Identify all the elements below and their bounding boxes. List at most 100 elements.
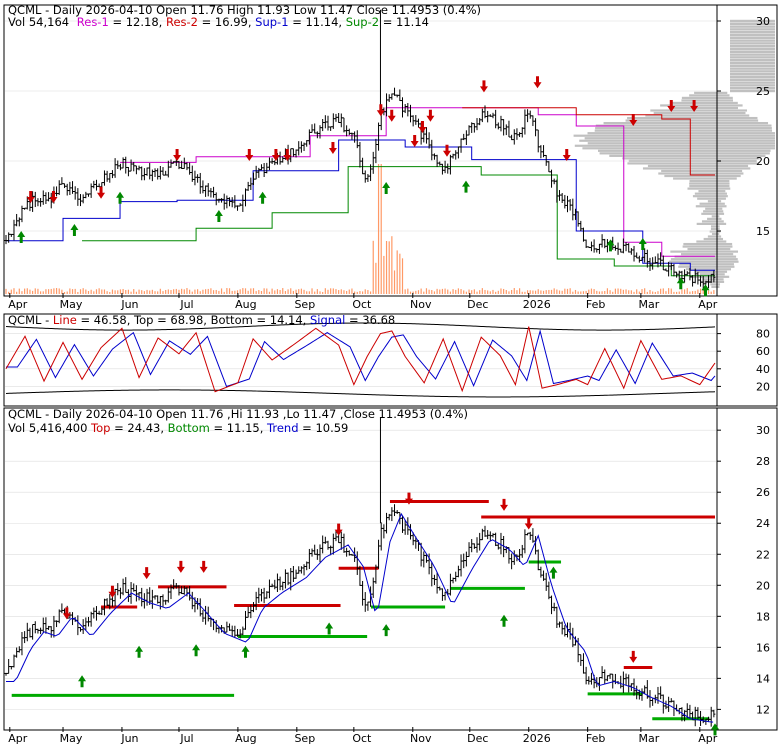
- profile-bar: [687, 187, 717, 190]
- profile-bar: [574, 144, 717, 147]
- profile-bar: [587, 132, 717, 135]
- profile-bar: [730, 25, 775, 28]
- x-tick-label: Oct: [352, 732, 372, 745]
- profile-bar: [730, 59, 775, 62]
- profile-bar: [597, 149, 717, 152]
- profile-bar: [730, 22, 775, 25]
- profile-bar: [645, 114, 717, 117]
- profile-bar: [627, 162, 717, 165]
- profile-bar: [717, 152, 770, 155]
- y-tick-label: 12: [756, 703, 770, 716]
- profile-bar: [703, 210, 717, 213]
- x-tick-label: Apr: [8, 732, 28, 745]
- profile-bar: [717, 179, 730, 183]
- profile-bar: [717, 134, 775, 137]
- sup2-line: [82, 166, 715, 277]
- trend-line: [6, 512, 714, 723]
- trend-panel: 30 28 26 24 22 20 18 16 14 12 QCML - Daily 2026-0…: [3, 407, 778, 745]
- profile-bar: [730, 36, 775, 39]
- profile-bar: [681, 96, 717, 99]
- profile-bar: [660, 104, 717, 107]
- profile-bar: [689, 185, 717, 188]
- price-y-axis: 30 25 20 15: [717, 15, 770, 238]
- profile-bar: [696, 222, 717, 225]
- x-tick-label: Nov: [410, 298, 432, 311]
- x-tick-label: May: [60, 298, 83, 311]
- profile-bar: [717, 132, 775, 135]
- profile-bar: [730, 78, 775, 81]
- up-arrow: [606, 239, 615, 252]
- profile-bar: [717, 157, 760, 160]
- profile-bar: [650, 109, 717, 112]
- up-arrow: [711, 723, 719, 736]
- profile-bar: [717, 137, 775, 140]
- profile-bar: [582, 147, 717, 150]
- y-tick-label: 22: [756, 548, 770, 561]
- profile-bar: [717, 210, 724, 213]
- profile-bar: [717, 225, 720, 228]
- trend-gridlines: [5, 429, 716, 710]
- up-arrow: [241, 645, 250, 658]
- down-arrow: [271, 149, 280, 161]
- profile-bar: [717, 232, 720, 236]
- profile-bar: [682, 245, 717, 248]
- profile-bar: [689, 179, 717, 183]
- profile-bar: [717, 255, 737, 258]
- profile-bar: [669, 260, 717, 263]
- down-arrow: [690, 100, 699, 112]
- x-tick-label: Aug: [235, 732, 256, 745]
- profile-bar: [717, 263, 734, 266]
- down-arrow: [479, 80, 488, 93]
- down-arrow: [387, 109, 396, 122]
- profile-bar: [730, 19, 775, 23]
- up-arrow: [135, 645, 144, 658]
- down-arrow: [173, 149, 182, 161]
- profile-bar: [710, 227, 717, 231]
- volume-bars: [5, 164, 715, 294]
- down-arrow: [629, 114, 638, 126]
- profile-bar: [717, 253, 734, 256]
- profile-bar: [717, 174, 741, 178]
- profile-bar: [579, 139, 717, 142]
- profile-bar: [730, 61, 775, 65]
- profile-bar: [717, 197, 726, 200]
- profile-bar: [730, 47, 775, 51]
- y-tick-label: 15: [756, 225, 770, 238]
- profile-bar: [647, 164, 717, 168]
- profile-bar: [711, 232, 717, 236]
- x-tick-label: Jul: [179, 298, 193, 311]
- profile-bar: [673, 177, 717, 180]
- profile-bar: [717, 242, 733, 246]
- down-arrow: [176, 560, 185, 573]
- profile-bar: [627, 116, 717, 120]
- oscillator-panel: 80 60 40 20 QCML - Line = 46.58, Top = 68.9…: [3, 313, 778, 407]
- profile-bar: [717, 159, 757, 162]
- profile-bar: [730, 64, 775, 67]
- y-tick-label: 25: [756, 85, 770, 98]
- profile-bar: [730, 56, 775, 59]
- profile-bar: [670, 250, 717, 253]
- up-arrow: [549, 566, 558, 579]
- profile-bar: [717, 177, 737, 180]
- y-tick-label: 24: [756, 517, 770, 530]
- oscillator-lines: [5, 322, 716, 398]
- profile-bar: [702, 278, 717, 281]
- profile-bar: [717, 285, 720, 288]
- x-tick-label: 2026: [523, 298, 551, 311]
- profile-bar: [711, 215, 717, 218]
- down-arrow: [108, 585, 117, 598]
- profile-bar: [584, 137, 717, 140]
- price-panel: 30 25 20 15 QCML - Daily 2026-04-10 Open 11…: [3, 3, 778, 311]
- profile-bar: [717, 129, 773, 132]
- profile-bar: [717, 280, 725, 283]
- profile-bar: [717, 127, 772, 130]
- profile-bar: [678, 265, 717, 268]
- down-arrow: [442, 144, 451, 157]
- profile-bar: [594, 129, 717, 132]
- profile-bar: [717, 94, 730, 97]
- x-tick-label: Mar: [638, 732, 659, 745]
- x-tick-label: Nov: [410, 732, 432, 745]
- profile-bar: [710, 283, 717, 286]
- profile-bar: [730, 73, 775, 76]
- down-arrow: [410, 135, 419, 147]
